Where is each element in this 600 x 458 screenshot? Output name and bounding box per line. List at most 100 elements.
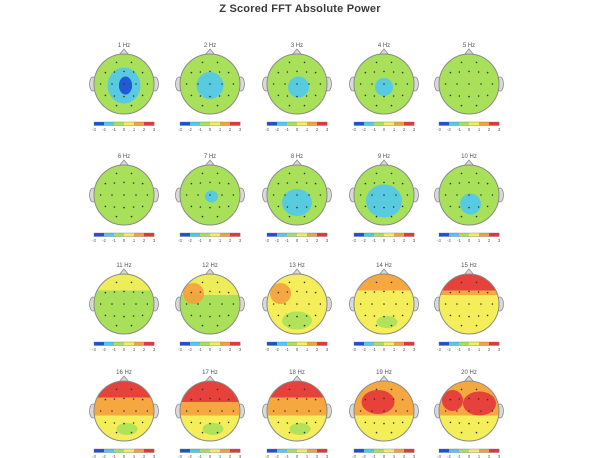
scale-segment — [267, 342, 278, 346]
scale-tick-label: 2 — [403, 238, 406, 243]
nose-icon — [118, 268, 130, 276]
color-scale-bar — [353, 121, 415, 126]
color-scale-bar — [266, 448, 328, 453]
color-scale-bar — [93, 448, 155, 453]
electrode-dot — [288, 61, 291, 64]
scale-segment — [210, 342, 221, 346]
nose-icon — [291, 375, 303, 383]
scale-segment — [287, 342, 298, 346]
electrode-dot — [390, 61, 393, 64]
electrode-dot — [113, 182, 116, 184]
nose-icon — [291, 268, 303, 276]
electrode-dot — [303, 104, 306, 107]
electrode-dot — [277, 205, 280, 208]
electrode-dot — [232, 303, 235, 305]
electrode-dot — [111, 194, 113, 196]
scale-segment — [104, 233, 115, 237]
scale-tick-label: -1 — [285, 127, 289, 132]
electrode-dot — [227, 421, 230, 424]
scale-tick-label: 3 — [413, 238, 416, 243]
head-outline — [353, 53, 415, 115]
power-region — [289, 423, 311, 435]
topomap-label: 13 Hz — [289, 263, 305, 269]
scale-segment — [180, 233, 191, 237]
scale-tick-label: 2 — [316, 238, 319, 243]
scale-segment — [459, 122, 470, 126]
electrode-dot — [130, 172, 133, 175]
power-region — [204, 190, 219, 203]
scale-tick-label: -2 — [102, 454, 106, 458]
electrode-dot — [232, 83, 235, 85]
electrode-dot — [286, 206, 289, 208]
topomap-17: 17 Hz -3 -2 -1 0 1 2 3 — [175, 370, 245, 458]
electrode-dot — [199, 398, 202, 400]
scale-segment — [354, 342, 365, 346]
scale-tick-label: -2 — [362, 127, 366, 132]
power-region — [196, 72, 224, 99]
scale-tick-label: 0 — [468, 238, 471, 243]
electrode-dot — [218, 206, 221, 208]
electrode-dot — [296, 315, 298, 318]
electrode-dot — [113, 206, 116, 208]
electrode-dot — [123, 303, 125, 305]
electrode-dot — [135, 194, 137, 196]
electrode-dot — [373, 291, 376, 293]
electrode-dot — [288, 324, 291, 327]
power-region — [183, 283, 204, 304]
scale-tick-label: 2 — [316, 127, 319, 132]
topomap-label: 10 Hz — [461, 154, 477, 160]
scale-segment — [354, 122, 365, 126]
scale-tick-label: 0 — [123, 347, 126, 352]
electrode-dot — [111, 303, 113, 305]
electrode-dot — [227, 94, 230, 97]
electrode-dot — [296, 290, 298, 293]
scale-tick-label: 1 — [133, 347, 136, 352]
electrode-dot — [185, 83, 188, 85]
electrode-dot — [209, 303, 211, 305]
electrode-dot — [284, 194, 286, 196]
scale-tick-label: 1 — [393, 347, 396, 352]
electrode-dot — [277, 314, 280, 317]
electrode-dot — [364, 94, 367, 97]
electrode-dot — [113, 95, 116, 97]
electrode-dot — [199, 291, 202, 293]
topomap-14: 14 Hz -3 -2 -1 0 1 2 3 — [349, 263, 419, 352]
electrode-dot — [486, 182, 489, 185]
electrode-dot — [201, 281, 204, 284]
scale-tick-label: -3 — [265, 454, 269, 458]
electrode-dot — [460, 215, 463, 218]
color-scale-bar — [179, 448, 241, 453]
electrode-dot — [480, 194, 482, 196]
scale-segment — [180, 449, 191, 453]
scale-tick-label: -3 — [265, 347, 269, 352]
scale-segment — [200, 233, 211, 237]
electrode-dot — [371, 194, 373, 196]
electrode-dot — [286, 398, 289, 400]
topomap-label: 1 Hz — [118, 43, 130, 49]
scale-segment — [449, 449, 460, 453]
scale-segment — [317, 342, 328, 346]
head-outline — [266, 273, 328, 335]
scale-tick-label: 1 — [219, 127, 222, 132]
scale-tick-label: 1 — [306, 238, 309, 243]
scale-segment — [190, 122, 201, 126]
color-scale-bar — [266, 341, 328, 346]
scale-tick-label: 2 — [143, 238, 146, 243]
scale-segment — [134, 449, 145, 453]
electrode-dot — [201, 61, 204, 64]
electrode-dot — [113, 291, 116, 293]
topomap-6: 6 Hz -3 -2 -1 0 1 2 3 — [89, 154, 159, 243]
nose-icon — [463, 268, 475, 276]
electrode-dot — [486, 398, 489, 401]
electrode-dot — [209, 410, 211, 412]
electrode-dot — [227, 205, 230, 208]
scale-tick-label: -2 — [188, 454, 192, 458]
scale-tick-label: -2 — [447, 238, 451, 243]
electrode-dot — [185, 303, 188, 305]
scale-tick-label: 3 — [326, 238, 329, 243]
scale-segment — [200, 342, 211, 346]
scale-segment — [190, 342, 201, 346]
electrode-dot — [209, 194, 211, 196]
head-outline — [353, 380, 415, 442]
electrode-dot — [296, 70, 298, 73]
